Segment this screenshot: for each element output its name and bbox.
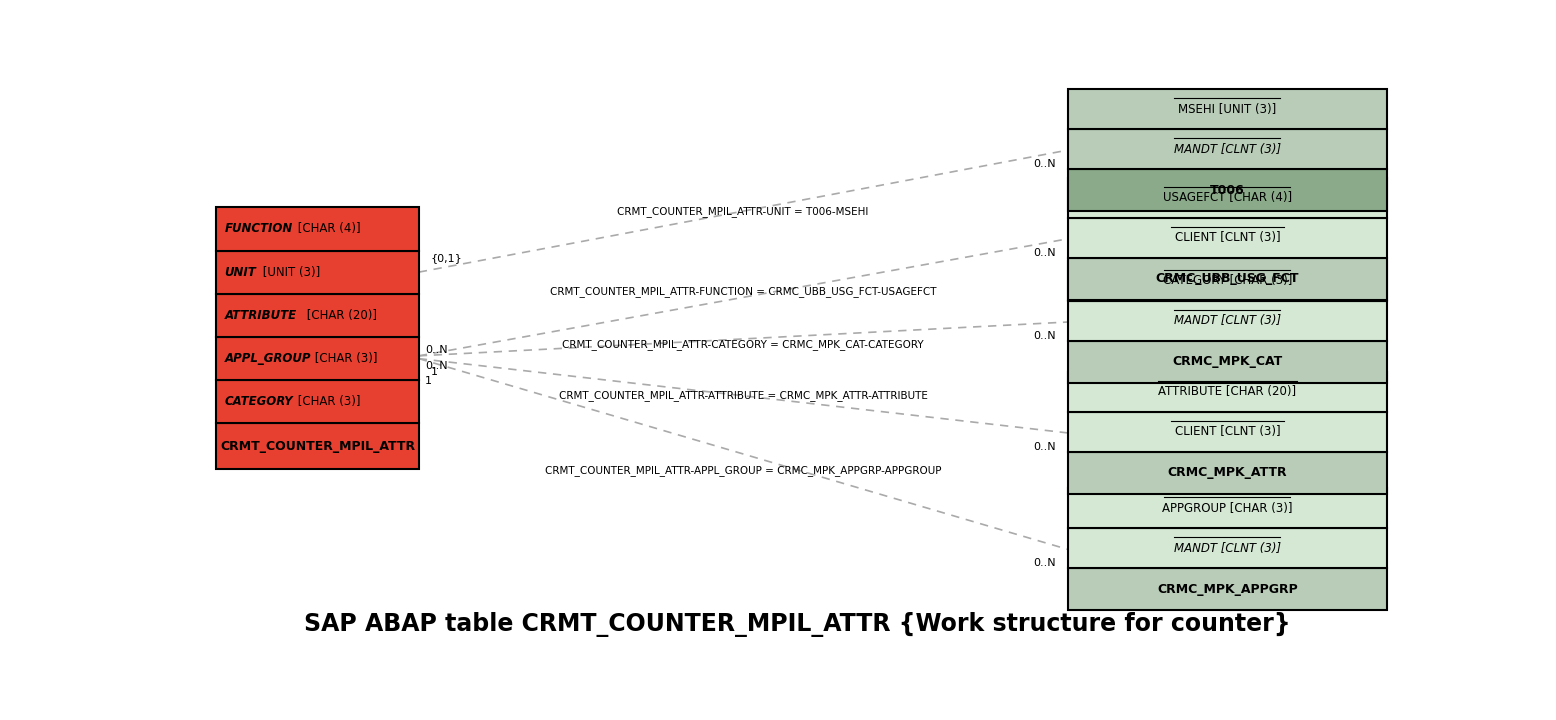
Bar: [216, 380, 419, 423]
Bar: [1067, 568, 1386, 611]
Bar: [216, 207, 419, 251]
Bar: [216, 337, 419, 380]
Text: CRMC_MPK_ATTR: CRMC_MPK_ATTR: [1167, 467, 1287, 480]
Text: CRMT_COUNTER_MPIL_ATTR-CATEGORY = CRMC_MPK_CAT-CATEGORY: CRMT_COUNTER_MPIL_ATTR-CATEGORY = CRMC_M…: [562, 339, 924, 350]
Text: ATTRIBUTE [CHAR (20)]: ATTRIBUTE [CHAR (20)]: [1158, 385, 1296, 398]
Text: 0..N: 0..N: [1033, 248, 1055, 258]
Text: 0..N: 0..N: [425, 346, 448, 355]
Bar: [1067, 528, 1386, 568]
Text: {0,1}: {0,1}: [431, 253, 462, 264]
Text: MANDT [CLNT (3)]: MANDT [CLNT (3)]: [1173, 315, 1281, 328]
Text: CLIENT [CLNT (3)]: CLIENT [CLNT (3)]: [1175, 426, 1281, 438]
Text: [CHAR (20)]: [CHAR (20)]: [303, 309, 377, 322]
Text: 0..N: 0..N: [1033, 159, 1055, 169]
Text: CATEGORY [CHAR (3)]: CATEGORY [CHAR (3)]: [1162, 274, 1291, 287]
Text: APPL_GROUP: APPL_GROUP: [224, 352, 311, 365]
Bar: [1067, 89, 1386, 129]
Text: UNIT: UNIT: [224, 266, 257, 279]
Text: CRMT_COUNTER_MPIL_ATTR-UNIT = T006-MSEHI: CRMT_COUNTER_MPIL_ATTR-UNIT = T006-MSEHI: [618, 206, 868, 217]
Text: CATEGORY: CATEGORY: [224, 395, 293, 408]
Bar: [1067, 178, 1386, 217]
Text: CRMT_COUNTER_MPIL_ATTR-ATTRIBUTE = CRMC_MPK_ATTR-ATTRIBUTE: CRMT_COUNTER_MPIL_ATTR-ATTRIBUTE = CRMC_…: [559, 390, 927, 401]
Text: CRMC_MPK_APPGRP: CRMC_MPK_APPGRP: [1158, 582, 1298, 595]
Text: CRMT_COUNTER_MPIL_ATTR: CRMT_COUNTER_MPIL_ATTR: [219, 440, 415, 453]
Text: [CHAR (3)]: [CHAR (3)]: [294, 395, 361, 408]
Text: [CHAR (3)]: [CHAR (3)]: [311, 352, 378, 365]
Text: MANDT [CLNT (3)]: MANDT [CLNT (3)]: [1173, 143, 1281, 156]
Text: CRMT_COUNTER_MPIL_ATTR-FUNCTION = CRMC_UBB_USG_FCT-USAGEFCT: CRMT_COUNTER_MPIL_ATTR-FUNCTION = CRMC_U…: [549, 287, 937, 297]
Bar: [1067, 129, 1386, 169]
Text: CRMC_MPK_CAT: CRMC_MPK_CAT: [1172, 356, 1282, 369]
Text: 0..N: 0..N: [1033, 558, 1055, 568]
Text: SAP ABAP table CRMT_COUNTER_MPIL_ATTR {Work structure for counter}: SAP ABAP table CRMT_COUNTER_MPIL_ATTR {W…: [303, 612, 1291, 636]
Text: T006: T006: [1211, 184, 1245, 197]
Text: MANDT [CLNT (3)]: MANDT [CLNT (3)]: [1173, 541, 1281, 554]
Text: APPGROUP [CHAR (3)]: APPGROUP [CHAR (3)]: [1162, 502, 1293, 515]
Bar: [1067, 261, 1386, 301]
Text: 0..N: 0..N: [1033, 442, 1055, 451]
Bar: [1067, 488, 1386, 528]
Bar: [1067, 217, 1386, 258]
Text: CLIENT [CLNT (3)]: CLIENT [CLNT (3)]: [1175, 231, 1281, 244]
Bar: [1067, 451, 1386, 494]
Bar: [216, 294, 419, 337]
Text: USAGEFCT [CHAR (4)]: USAGEFCT [CHAR (4)]: [1162, 192, 1291, 204]
Bar: [1067, 372, 1386, 412]
Bar: [1067, 258, 1386, 300]
Bar: [216, 251, 419, 294]
Bar: [1067, 169, 1386, 211]
Text: MSEHI [UNIT (3)]: MSEHI [UNIT (3)]: [1178, 103, 1276, 116]
Bar: [216, 423, 419, 469]
Bar: [1067, 341, 1386, 383]
Text: 1: 1: [431, 367, 437, 377]
Text: 0..N: 0..N: [1033, 331, 1055, 341]
Text: [CHAR (4)]: [CHAR (4)]: [294, 222, 361, 235]
Text: 0..N: 0..N: [425, 361, 448, 371]
Bar: [1067, 412, 1386, 451]
Text: CRMC_UBB_USG_FCT: CRMC_UBB_USG_FCT: [1156, 272, 1299, 285]
Text: ATTRIBUTE: ATTRIBUTE: [224, 309, 297, 322]
Text: FUNCTION: FUNCTION: [224, 222, 293, 235]
Text: CRMT_COUNTER_MPIL_ATTR-APPL_GROUP = CRMC_MPK_APPGRP-APPGROUP: CRMT_COUNTER_MPIL_ATTR-APPL_GROUP = CRMC…: [545, 465, 941, 476]
Text: [UNIT (3)]: [UNIT (3)]: [260, 266, 321, 279]
Text: 1: 1: [425, 376, 433, 386]
Bar: [1067, 301, 1386, 341]
